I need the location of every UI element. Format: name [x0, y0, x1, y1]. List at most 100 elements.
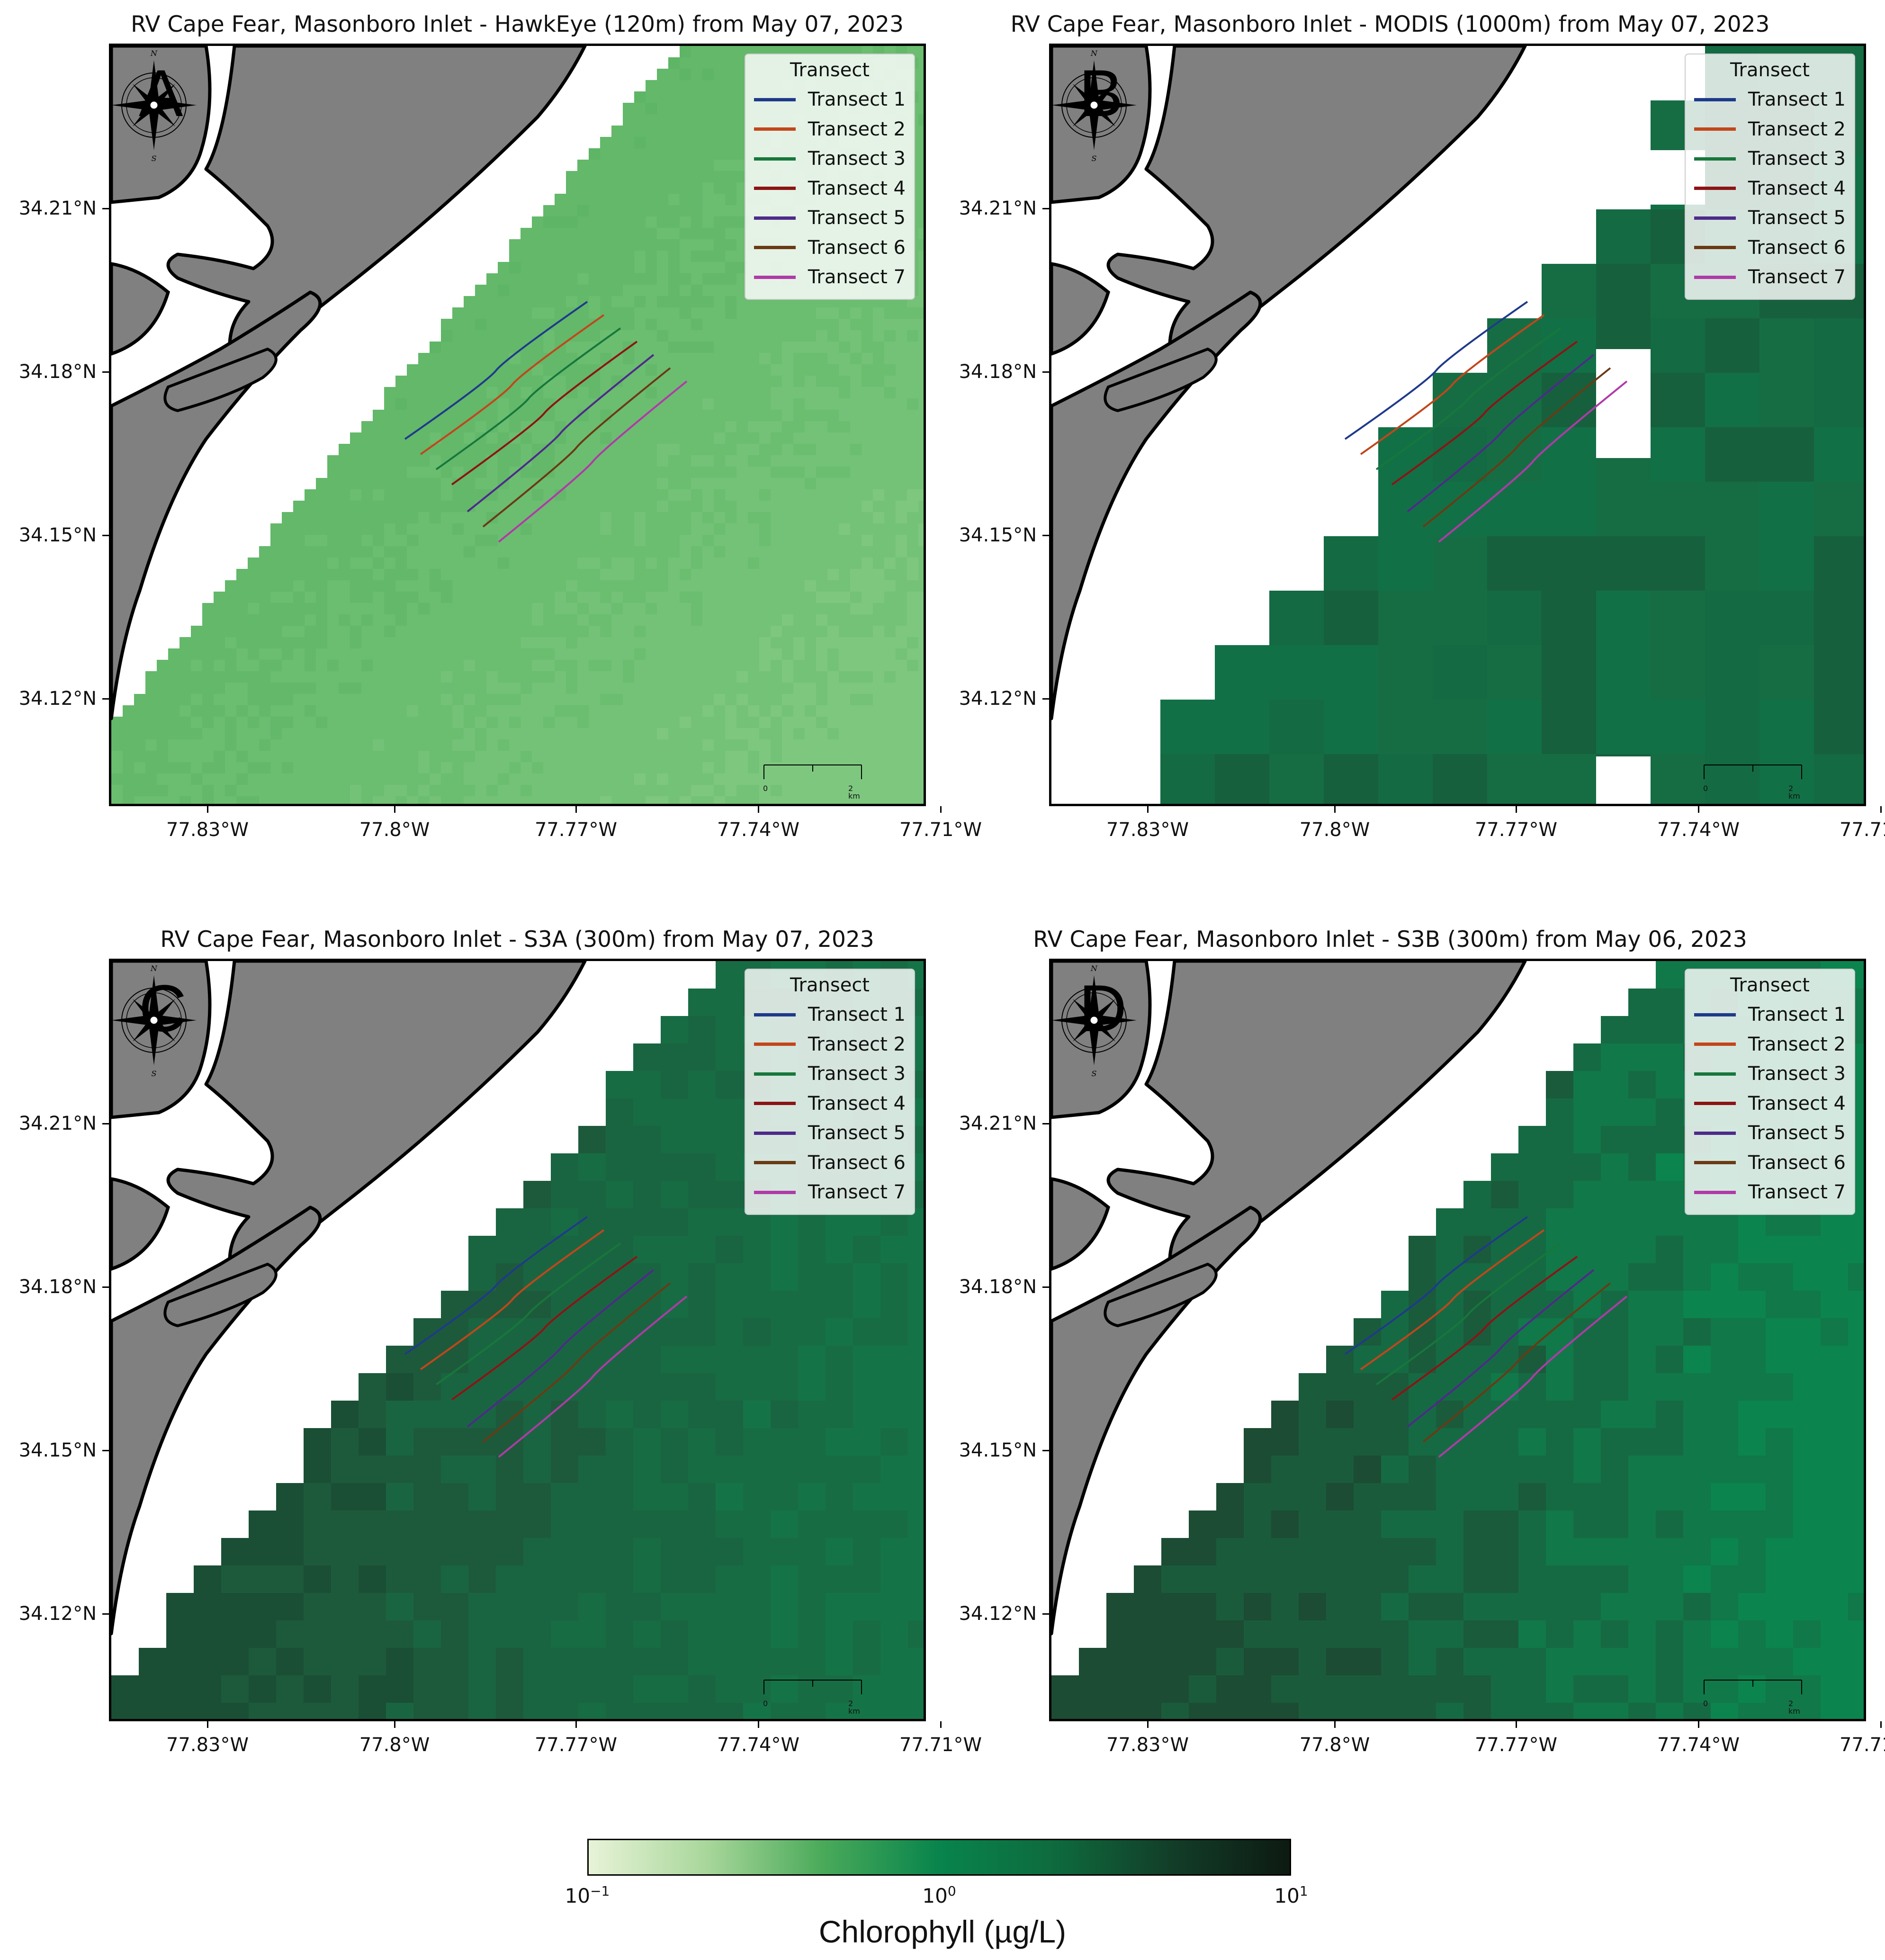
water-pixel — [259, 592, 271, 603]
water-pixel — [771, 569, 782, 581]
water-pixel — [714, 376, 726, 387]
water-pixel — [339, 467, 350, 478]
water-pixel — [350, 535, 362, 547]
water-pixel — [221, 1538, 249, 1566]
water-pixel — [373, 796, 385, 804]
water-pixel — [496, 1510, 524, 1538]
water-pixel — [691, 751, 703, 763]
water-pixel — [430, 455, 441, 467]
water-pixel — [532, 342, 544, 353]
water-pixel — [413, 1401, 441, 1429]
water-pixel — [361, 478, 373, 490]
water-pixel — [634, 296, 646, 308]
water-pixel — [111, 773, 123, 785]
water-pixel — [771, 671, 782, 683]
water-pixel — [566, 546, 578, 558]
water-pixel — [714, 773, 726, 785]
water-pixel — [716, 1236, 744, 1264]
water-pixel — [331, 1593, 359, 1621]
water-pixel — [270, 785, 282, 797]
water-pixel — [551, 1675, 579, 1703]
water-pixel — [532, 751, 544, 763]
water-pixel — [850, 671, 862, 683]
water-pixel — [884, 410, 896, 422]
water-pixel — [191, 683, 203, 694]
water-pixel — [743, 1538, 771, 1566]
water-pixel — [270, 648, 282, 660]
colorbar-label: Chlorophyll (µg/L) — [818, 1914, 1067, 1949]
water-pixel — [248, 751, 260, 763]
water-pixel — [555, 444, 566, 456]
water-pixel — [1244, 1703, 1272, 1719]
water-pixel — [691, 557, 703, 569]
water-pixel — [680, 626, 691, 638]
water-pixel — [850, 455, 862, 467]
water-pixel — [373, 705, 385, 717]
water-pixel — [688, 1675, 716, 1703]
water-pixel — [600, 546, 612, 558]
water-pixel — [339, 717, 350, 728]
compass-label-n: N — [1090, 49, 1098, 58]
water-pixel — [395, 626, 407, 638]
water-pixel — [589, 501, 601, 512]
water-pixel — [1542, 482, 1597, 537]
water-pixel — [657, 239, 669, 251]
lat-tick-label: 34.21°N — [18, 1113, 97, 1134]
water-pixel — [486, 785, 498, 797]
water-pixel — [839, 376, 851, 387]
water-pixel — [1766, 1428, 1794, 1456]
water-pixel — [589, 512, 601, 524]
water-pixel — [555, 376, 566, 387]
water-pixel — [714, 512, 726, 524]
water-pixel — [657, 330, 669, 342]
lat-tick — [102, 535, 109, 536]
water-pixel — [873, 535, 885, 547]
water-pixel — [668, 467, 680, 478]
water-pixel — [880, 1263, 908, 1291]
water-pixel — [634, 557, 646, 569]
water-pixel — [577, 683, 589, 694]
water-pixel — [623, 171, 635, 183]
water-pixel — [918, 228, 924, 240]
water-pixel — [736, 432, 748, 444]
water-pixel — [714, 148, 726, 160]
water-pixel — [623, 182, 635, 194]
compass-label-n: N — [1090, 964, 1098, 973]
water-pixel — [441, 523, 453, 535]
water-pixel — [339, 660, 350, 672]
water-pixel — [657, 205, 669, 217]
water-pixel — [282, 535, 294, 547]
water-pixel — [1601, 1428, 1629, 1456]
water-pixel — [918, 194, 924, 206]
water-pixel — [668, 592, 680, 603]
water-pixel — [850, 478, 862, 490]
water-pixel — [1814, 482, 1864, 537]
legend-swatch — [1694, 98, 1736, 101]
water-pixel — [798, 1620, 826, 1648]
water-pixel — [1848, 1428, 1864, 1456]
water-pixel — [827, 307, 839, 319]
water-pixel — [918, 785, 924, 797]
water-pixel — [600, 319, 612, 331]
water-pixel — [606, 1428, 634, 1456]
legend-swatch — [754, 127, 796, 131]
legend-item: Transect 5 — [754, 203, 906, 233]
water-pixel — [384, 432, 396, 444]
water-pixel — [634, 739, 646, 751]
water-pixel — [725, 432, 737, 444]
water-pixel — [350, 717, 362, 728]
water-pixel — [896, 330, 907, 342]
compass-label-s: S — [1092, 1069, 1097, 1078]
water-pixel — [736, 569, 748, 581]
water-pixel — [827, 705, 839, 717]
water-pixel — [578, 1675, 606, 1703]
water-pixel — [521, 546, 532, 558]
water-pixel — [282, 512, 294, 524]
water-pixel — [221, 1593, 249, 1621]
water-pixel — [600, 683, 612, 694]
water-pixel — [725, 126, 737, 137]
legend-title: Transect — [1730, 59, 1810, 81]
water-pixel — [577, 671, 589, 683]
legend-label: Transect 1 — [1748, 89, 1846, 111]
water-pixel — [1436, 1373, 1464, 1401]
